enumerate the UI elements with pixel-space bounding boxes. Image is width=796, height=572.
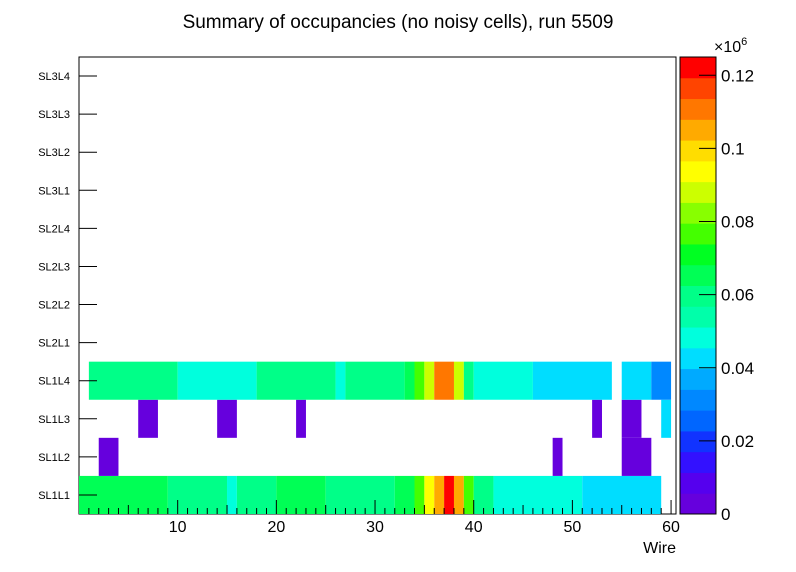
heatmap-cell bbox=[345, 361, 405, 400]
heatmap-cell bbox=[394, 475, 415, 514]
plot-frame bbox=[78, 56, 677, 515]
heatmap-cell bbox=[217, 399, 237, 438]
y-tick-label: SL1L1 bbox=[38, 490, 70, 502]
y-tick-label: SL3L1 bbox=[38, 185, 70, 197]
palette-band bbox=[680, 430, 716, 453]
heatmap-cell bbox=[532, 361, 612, 400]
z-axis: 0 0.02 0.04 0.06 0.08 0.1 0.12 bbox=[699, 66, 754, 524]
palette-band bbox=[680, 327, 716, 349]
z-tick-label: 0 bbox=[721, 505, 730, 524]
z-tick-label: 0.12 bbox=[721, 66, 754, 85]
z-tick-label: 0.04 bbox=[721, 359, 754, 378]
heatmap-cell bbox=[621, 361, 652, 400]
y-tick-label: SL3L3 bbox=[38, 109, 70, 121]
palette-band bbox=[680, 306, 716, 328]
palette-band bbox=[680, 223, 716, 245]
z-tick-label: 0.06 bbox=[721, 286, 754, 305]
heatmap-cell bbox=[414, 475, 425, 514]
heatmap-cell bbox=[256, 361, 336, 400]
y-tick-label: SL3L2 bbox=[38, 147, 70, 159]
heatmap-cell bbox=[177, 361, 257, 400]
x-tick-label: 30 bbox=[366, 519, 384, 536]
palette-band bbox=[680, 472, 716, 494]
heatmap-cell bbox=[138, 399, 158, 438]
y-tick-label: SL1L2 bbox=[38, 452, 70, 464]
palette-band bbox=[680, 285, 716, 307]
palette-band bbox=[680, 57, 716, 79]
palette-band bbox=[680, 410, 716, 432]
palette-band bbox=[680, 264, 716, 286]
heatmap-cell bbox=[434, 475, 445, 514]
heatmap-cell bbox=[621, 399, 642, 438]
heatmap-cell bbox=[414, 361, 425, 400]
y-tick-label: SL1L3 bbox=[38, 414, 70, 426]
heatmap-cell bbox=[493, 475, 583, 514]
y-tick-label: SL3L4 bbox=[38, 71, 70, 83]
palette-band bbox=[680, 202, 716, 224]
heatmap-cell bbox=[434, 361, 454, 400]
x-tick-label: 40 bbox=[465, 519, 483, 536]
palette-frame bbox=[679, 56, 717, 515]
heatmap-cell bbox=[453, 475, 464, 514]
color-palette bbox=[680, 57, 716, 515]
heatmap-cell bbox=[473, 361, 533, 400]
palette-band bbox=[680, 347, 716, 370]
heatmap-cell bbox=[463, 361, 474, 400]
palette-band bbox=[680, 98, 716, 120]
heatmap-cell bbox=[621, 437, 652, 476]
heatmap-cell bbox=[424, 475, 435, 514]
x-axis: 10 20 30 40 50 60 bbox=[88, 500, 680, 536]
heatmap-cell bbox=[98, 437, 119, 476]
y-tick-label: SL2L1 bbox=[38, 338, 70, 350]
palette-band bbox=[680, 368, 716, 390]
z-tick-label: 0.1 bbox=[721, 139, 745, 158]
heatmap-cell bbox=[424, 361, 435, 400]
chart-title: Summary of occupancies (no noisy cells),… bbox=[183, 12, 614, 33]
heatmap-cell bbox=[236, 475, 277, 514]
y-tick-label: SL2L4 bbox=[38, 223, 70, 235]
palette-band bbox=[680, 119, 716, 141]
heatmap-cell bbox=[463, 475, 474, 514]
heatmap-cell bbox=[453, 361, 464, 400]
y-tick-label: SL2L2 bbox=[38, 300, 70, 312]
heatmap-cell bbox=[592, 399, 602, 438]
x-tick-label: 10 bbox=[169, 519, 187, 536]
heatmap-cell bbox=[276, 475, 326, 514]
heatmap-cell bbox=[227, 475, 237, 514]
heatmap-cells bbox=[79, 361, 672, 514]
palette-band bbox=[680, 77, 716, 100]
heatmap-cell bbox=[296, 399, 306, 438]
z-multiplier: ×106 bbox=[714, 36, 747, 56]
z-tick-label: 0.02 bbox=[721, 432, 754, 451]
heatmap-cell bbox=[651, 361, 672, 400]
heatmap-cell bbox=[325, 475, 395, 514]
heatmap-cell bbox=[88, 361, 178, 400]
y-tick-label: SL2L3 bbox=[38, 261, 70, 273]
y-axis: SL1L1 SL1L2 SL1L3 SL1L4 SL2L1 SL2L2 SL2L3 SL2L4… bbox=[38, 71, 97, 502]
z-multiplier-base: ×10 bbox=[714, 39, 741, 56]
heatmap-cell bbox=[404, 361, 415, 400]
palette-band bbox=[680, 389, 716, 411]
heatmap-cell bbox=[335, 361, 346, 400]
x-tick-label: 50 bbox=[563, 519, 581, 536]
heatmap-cell bbox=[473, 475, 494, 514]
heatmap-cell bbox=[552, 437, 563, 476]
x-tick-label: 60 bbox=[662, 519, 680, 536]
x-axis-label: Wire bbox=[643, 540, 676, 557]
palette-band bbox=[680, 181, 716, 203]
x-tick-label: 20 bbox=[267, 519, 285, 536]
palette-band bbox=[680, 160, 716, 183]
palette-band bbox=[680, 493, 716, 515]
palette-band bbox=[680, 243, 716, 266]
z-multiplier-exponent: 6 bbox=[741, 36, 747, 48]
y-tick-label: SL1L4 bbox=[38, 376, 70, 388]
heatmap-cell bbox=[444, 475, 454, 514]
heatmap-cell bbox=[661, 399, 672, 438]
palette-band bbox=[680, 140, 716, 162]
z-tick-label: 0.08 bbox=[721, 213, 754, 232]
palette-band bbox=[680, 451, 716, 473]
